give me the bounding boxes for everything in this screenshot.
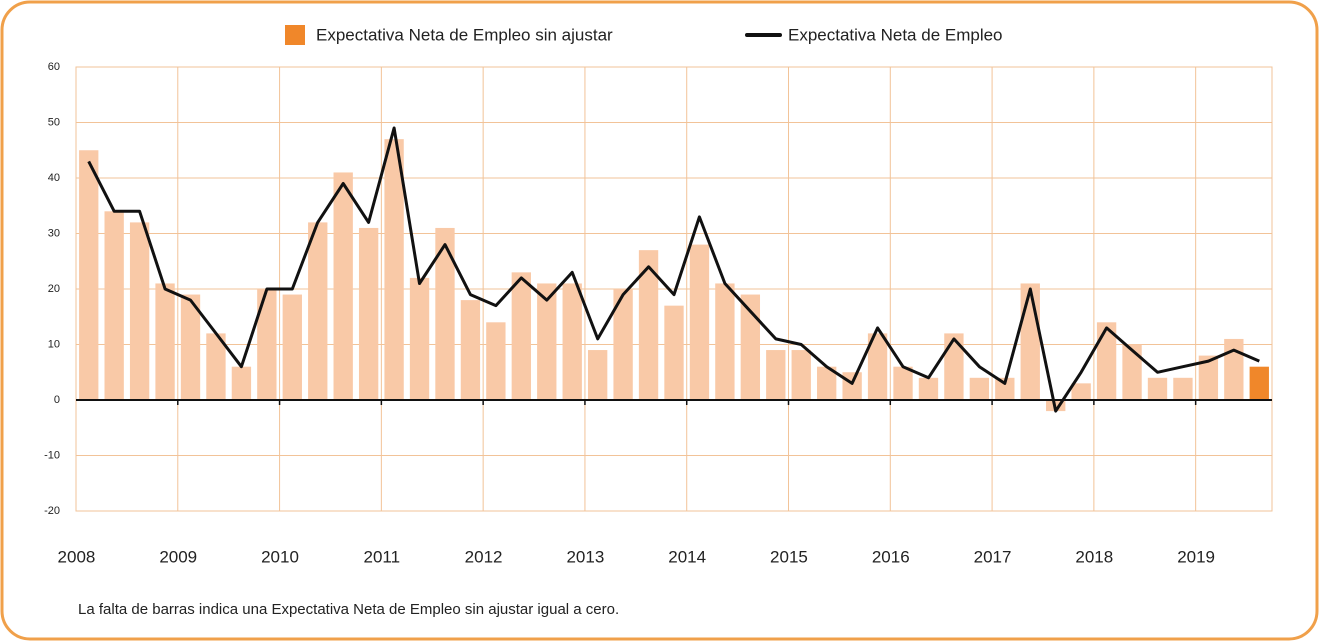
bar xyxy=(944,333,964,400)
line xyxy=(87,126,1260,413)
bar xyxy=(511,272,531,400)
bar xyxy=(1224,338,1244,400)
bar xyxy=(231,366,252,400)
bar xyxy=(79,150,99,400)
bar xyxy=(1096,322,1117,400)
x-tick-label: 2010 xyxy=(261,547,299,566)
bar xyxy=(308,222,328,400)
legend-swatch xyxy=(285,25,305,45)
bar xyxy=(358,227,379,400)
bar xyxy=(791,350,811,400)
bar xyxy=(817,366,837,400)
bar xyxy=(893,366,913,400)
y-tick-label: 60 xyxy=(48,61,60,73)
legend-label: Expectativa Neta de Empleo xyxy=(788,25,1003,44)
bar xyxy=(435,227,455,400)
bar xyxy=(409,277,430,400)
bar xyxy=(1147,377,1168,400)
x-tick-label: 2012 xyxy=(465,547,503,566)
y-tick-label: -20 xyxy=(44,505,60,517)
bar xyxy=(206,333,226,400)
x-tick-label: 2015 xyxy=(770,547,808,566)
bar xyxy=(333,172,353,400)
x-tick-label: 2008 xyxy=(58,547,96,566)
bar xyxy=(842,372,862,400)
bar xyxy=(918,377,939,400)
x-tick-label: 2017 xyxy=(974,547,1012,566)
x-tick-label: 2016 xyxy=(872,547,910,566)
bar xyxy=(537,283,557,400)
x-tick-label: 2014 xyxy=(668,547,706,566)
bar xyxy=(460,300,481,400)
bar xyxy=(384,139,404,400)
bar xyxy=(766,350,786,400)
bar xyxy=(587,350,608,400)
x-tick-label: 2019 xyxy=(1177,547,1215,566)
footnote: La falta de barras indica una Expectativ… xyxy=(78,601,619,618)
y-tick-label: 50 xyxy=(48,116,60,128)
bar xyxy=(969,377,990,400)
bar xyxy=(613,289,633,400)
bar xyxy=(740,294,761,400)
bar xyxy=(104,211,124,400)
bar xyxy=(1249,366,1269,400)
x-tick-label: 2013 xyxy=(566,547,604,566)
bar xyxy=(180,294,201,400)
bar xyxy=(562,283,582,400)
bar xyxy=(1198,355,1219,400)
y-tick-label: -10 xyxy=(44,449,60,461)
bar xyxy=(155,283,175,400)
bar xyxy=(867,333,888,400)
y-tick-label: 0 xyxy=(54,394,60,406)
bar xyxy=(689,244,710,400)
y-tick-label: 30 xyxy=(48,227,60,239)
bar xyxy=(257,289,277,400)
bar xyxy=(282,294,302,400)
bar xyxy=(486,322,506,400)
bar xyxy=(995,377,1015,400)
bar xyxy=(715,283,735,400)
bar xyxy=(129,222,150,400)
x-tick-label: 2009 xyxy=(159,547,197,566)
bar xyxy=(1122,344,1142,400)
y-tick-label: 40 xyxy=(48,172,60,184)
bar xyxy=(638,250,659,400)
bar xyxy=(1173,377,1193,400)
y-tick-label: 20 xyxy=(48,283,60,295)
x-tick-label: 2018 xyxy=(1075,547,1113,566)
legend-label: Expectativa Neta de Empleo sin ajustar xyxy=(316,25,613,44)
bar xyxy=(1020,283,1040,400)
y-tick-label: 10 xyxy=(48,338,60,350)
bar xyxy=(664,305,684,400)
x-tick-label: 2011 xyxy=(364,547,401,566)
bar xyxy=(1071,383,1091,400)
